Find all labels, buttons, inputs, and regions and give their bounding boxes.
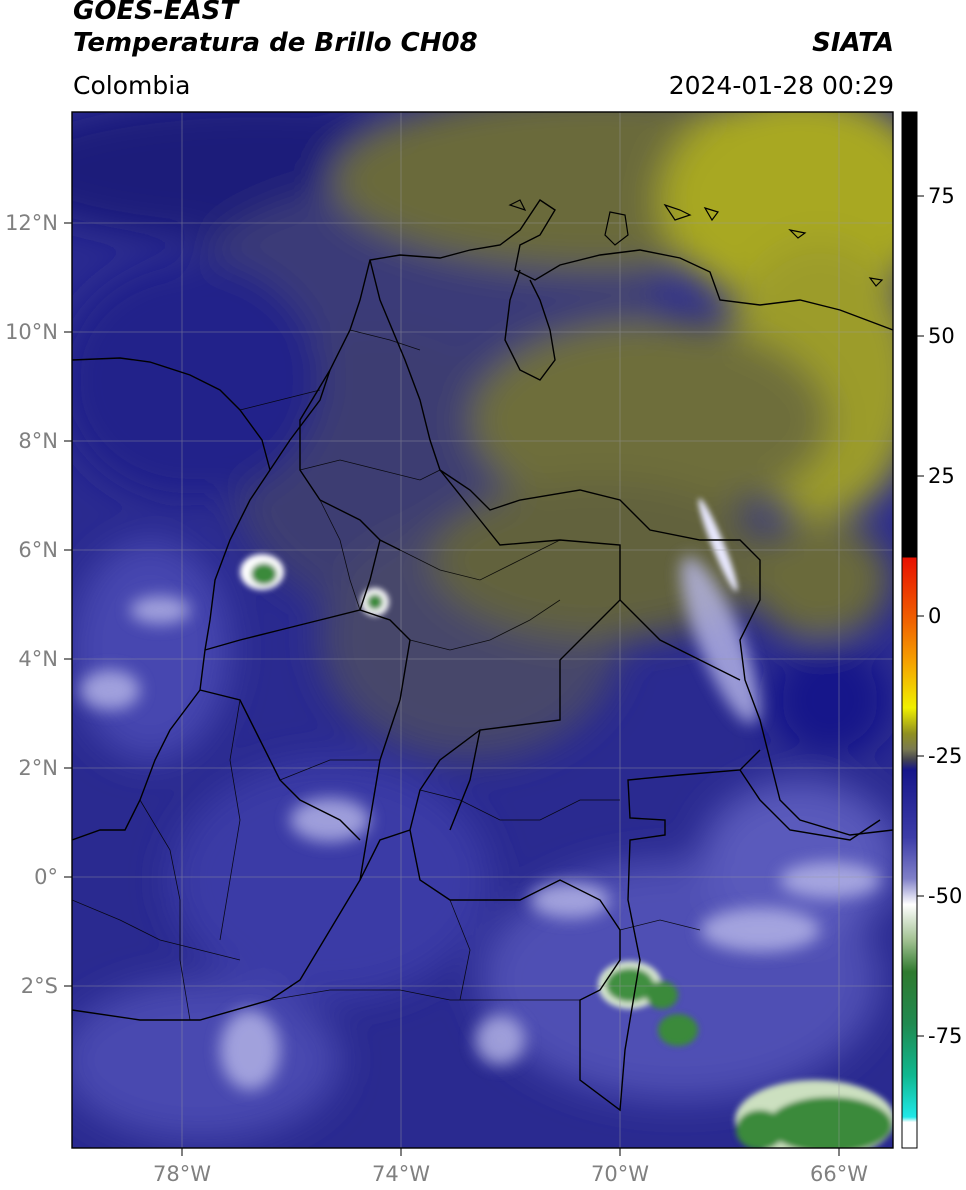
colorbar-tick-label: -75 [928, 1024, 962, 1048]
lat-tick-label: 10°N [5, 320, 58, 344]
lon-axis: 78°W 74°W 70°W 66°W [153, 1148, 868, 1186]
lat-axis: 12°N 10°N 8°N 6°N 4°N 2°N 0° 2°S [5, 211, 72, 998]
colorbar: 75 50 25 0 -25 -50 -75 [901, 111, 962, 1149]
colorbar-tick-label: 25 [928, 464, 955, 488]
product-title: Temperatura de Brillo CH08 [73, 28, 478, 58]
datetime-label: 2024-01-28 00:29 [668, 71, 894, 100]
lon-tick-label: 70°W [591, 1162, 649, 1186]
map-frame [71, 111, 894, 1149]
lat-tick-label: 0° [34, 865, 58, 889]
lat-tick-label: 2°S [21, 974, 58, 998]
lat-tick-label: 6°N [18, 538, 58, 562]
lon-tick-label: 78°W [153, 1162, 211, 1186]
graticule-gridlines [72, 112, 893, 1148]
lat-tick-label: 8°N [18, 429, 58, 453]
islands [508, 199, 884, 287]
colorbar-tick-label: 75 [928, 184, 955, 208]
lon-tick-label: 66°W [810, 1162, 868, 1186]
lat-tick-label: 2°N [18, 756, 58, 780]
lat-tick-label: 4°N [18, 647, 58, 671]
lat-tick-label: 12°N [5, 211, 58, 235]
cold-cloud-tops [240, 498, 893, 1148]
lon-tick-label: 74°W [372, 1162, 430, 1186]
region-label: Colombia [73, 71, 191, 100]
colorbar-tick-label: 0 [928, 604, 941, 628]
colorbar-tick-label: -50 [928, 884, 962, 908]
colorbar-tick-label: 50 [928, 324, 955, 348]
brightness-temperature-imagery [72, 112, 893, 1148]
colorbar-tick-label: -25 [928, 744, 962, 768]
organization-label: SIATA [812, 28, 894, 58]
colorbar-gradient [901, 111, 918, 1149]
satellite-title: GOES-EAST [73, 0, 239, 26]
department-borders [72, 329, 701, 1021]
